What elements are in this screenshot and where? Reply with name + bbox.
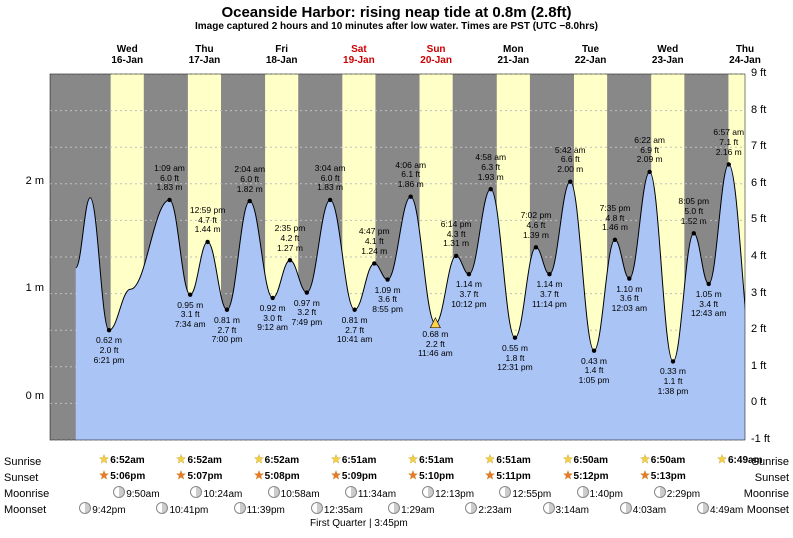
day-header: Wed23-Jan [638,44,698,66]
y-tick-ft: 6 ft [751,177,781,189]
moonset-time: 4:49am [697,502,743,516]
tide-annotation: 4:06 am6.1 ft1.86 m [395,161,426,190]
moonset-label-left: Moonset [4,504,46,516]
tide-annotation: 6:22 am6.9 ft2.09 m [634,136,665,165]
sunrise-time: 6:50am [640,454,685,466]
day-header: Sun20-Jan [406,44,466,66]
tide-annotation: 0.81 m2.7 ft7:00 pm [212,316,243,345]
tide-annotation: 6:57 am7.1 ft2.16 m [713,128,744,157]
tide-annotation: 0.95 m3.1 ft7:34 am [175,301,206,330]
sunset-time: 5:09pm [331,470,377,482]
tide-annotation: 4:47 pm4.1 ft1.24 m [359,227,390,256]
sunset-time: 5:10pm [408,470,454,482]
moonset-label-right: Moonset [747,504,789,516]
y-tick-ft: 8 ft [751,104,781,116]
y-tick-m: 1 m [14,282,44,294]
first-quarter-label: First Quarter | 3:45pm [304,518,414,529]
sunset-label-right: Sunset [755,472,789,484]
tide-annotation: 2:04 am6.0 ft1.82 m [234,165,265,194]
tide-annotation: 7:35 pm4.8 ft1.46 m [600,204,631,233]
y-tick-m: 2 m [14,175,44,187]
sunset-time: 5:08pm [254,470,300,482]
sunset-time: 5:07pm [176,470,222,482]
sunrise-label-left: Sunrise [4,456,41,468]
moonset-time: 1:29am [388,502,434,516]
tide-annotation: 0.68 m2.2 ft11:46 am [418,330,453,359]
sunset-label-left: Sunset [4,472,38,484]
tide-annotation: 0.43 m1.4 ft1:05 pm [579,357,610,386]
moonrise-time: 9:50am [113,486,159,500]
y-tick-m: 0 m [14,390,44,402]
moonrise-time: 12:55pm [499,486,551,500]
sunset-time: 5:11pm [485,470,530,482]
tide-annotation: 0.97 m3.2 ft7:49 pm [291,299,322,328]
y-tick-ft: -1 ft [751,433,781,445]
tide-annotation: 0.33 m1.1 ft1:38 pm [658,367,689,396]
tide-annotation: 0.62 m2.0 ft6:21 pm [94,336,125,365]
moonrise-time: 2:29pm [654,486,700,500]
tide-annotation: 8:05 pm5.0 ft1.52 m [678,197,709,226]
tide-annotation: 1.09 m3.6 ft8:55 pm [372,286,403,315]
day-header: Mon21-Jan [483,44,543,66]
moonset-time: 12:35am [311,502,363,516]
y-tick-ft: 2 ft [751,323,781,335]
sunset-time: 5:12pm [563,470,609,482]
sunrise-time: 6:52am [99,454,144,466]
sunrise-time: 6:51am [408,454,453,466]
moonrise-time: 10:58am [268,486,320,500]
tide-annotation: 2:35 pm4.2 ft1.27 m [275,224,306,253]
moonrise-label-left: Moonrise [4,488,49,500]
moonset-time: 10:41pm [156,502,208,516]
moonrise-time: 10:24am [190,486,242,500]
tide-annotation: 5:42 am6.6 ft2.00 m [555,146,586,175]
sunrise-time: 6:52am [176,454,221,466]
tide-annotation: 7:02 pm4.6 ft1.39 m [521,211,552,240]
moonrise-time: 11:34am [345,486,396,500]
y-tick-ft: 5 ft [751,213,781,225]
tide-annotation: 1.14 m3.7 ft11:14 pm [532,280,567,309]
day-header: Sat19-Jan [329,44,389,66]
moonset-time: 3:14am [543,502,589,516]
tide-annotation: 4:58 am6.3 ft1.93 m [475,153,506,182]
tide-annotation: 1.10 m3.6 ft12:03 am [612,285,647,314]
tide-annotation: 0.55 m1.8 ft12:31 pm [497,344,532,373]
sunrise-time: 6:52am [254,454,299,466]
sunrise-time: 6:51am [331,454,376,466]
sunset-time: 5:06pm [99,470,145,482]
day-header: Fri18-Jan [252,44,312,66]
tide-annotation: 1.05 m3.4 ft12:43 am [691,290,726,319]
tide-annotation: 1:09 am6.0 ft1.83 m [154,164,185,193]
y-tick-ft: 1 ft [751,360,781,372]
tide-annotation: 1.14 m3.7 ft10:12 pm [451,280,486,309]
sunset-time: 5:13pm [640,470,686,482]
moonrise-label-right: Moonrise [744,488,789,500]
y-tick-ft: 4 ft [751,250,781,262]
sunrise-time: 6:51am [485,454,530,466]
moonset-time: 11:39pm [234,502,285,516]
moonrise-time: 1:40pm [577,486,623,500]
y-tick-ft: 0 ft [751,396,781,408]
day-header: Wed16-Jan [97,44,157,66]
tide-annotation: 12:59 pm4.7 ft1.44 m [190,206,225,235]
day-header: Tue22-Jan [561,44,621,66]
day-header: Thu17-Jan [174,44,234,66]
y-tick-ft: 3 ft [751,287,781,299]
y-tick-ft: 7 ft [751,140,781,152]
tide-annotation: 3:04 am6.0 ft1.83 m [315,164,346,193]
y-tick-ft: 9 ft [751,67,781,79]
sunrise-time: 6:50am [563,454,608,466]
moonset-time: 2:23am [465,502,511,516]
tide-annotation: 6:14 pm4.3 ft1.31 m [441,220,472,249]
moonrise-time: 12:13pm [422,486,474,500]
day-header: Thu24-Jan [715,44,775,66]
moonset-time: 9:42pm [79,502,125,516]
moonset-time: 4:03am [620,502,666,516]
sunrise-time: 6:49am [717,454,762,466]
tide-annotation: 0.92 m3.0 ft9:12 am [257,304,288,333]
tide-annotation: 0.81 m2.7 ft10:41 am [337,316,372,345]
